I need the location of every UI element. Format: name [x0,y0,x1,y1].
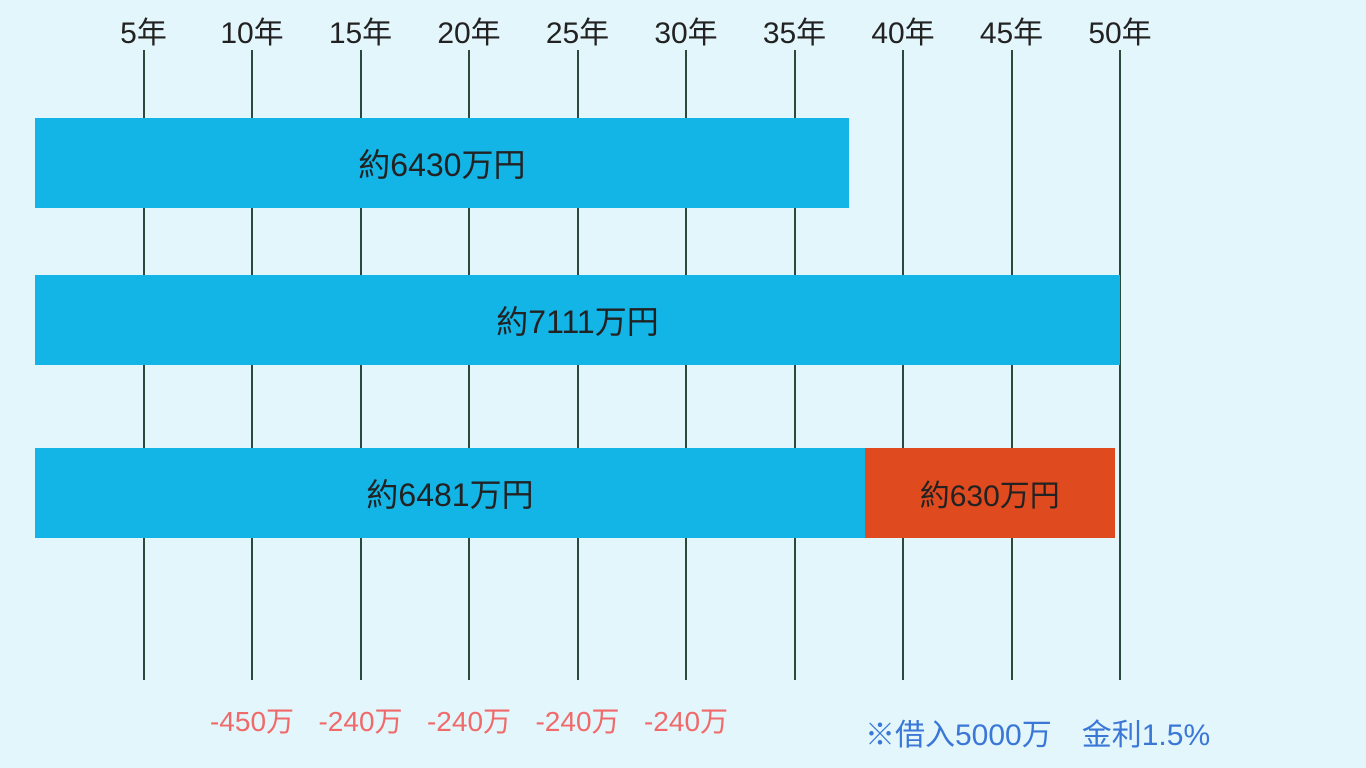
reduction-label: -240万 [644,700,728,740]
bar-label: 約7111万円 [496,297,658,343]
bar-segment: 約630万円 [865,448,1115,538]
bar-segment: 約7111万円 [35,275,1120,365]
x-axis-label: 10年 [220,8,283,52]
x-axis-label: 30年 [654,8,717,52]
reduction-label: -240万 [427,700,511,740]
bar-segment: 約6430万円 [35,118,849,208]
x-axis-label: 40年 [871,8,934,52]
x-axis-label: 20年 [437,8,500,52]
bar-row: 約6481万円 約630万円 [0,448,1366,538]
x-axis-label: 5年 [120,8,167,52]
x-axis-label: 25年 [546,8,609,52]
x-axis-label: 45年 [980,8,1043,52]
reduction-label: -240万 [535,700,619,740]
footnote-text: ※借入5000万 金利1.5% [865,719,1210,752]
bar-segment: 約6481万円 [35,448,865,538]
x-axis-label: 50年 [1088,8,1151,52]
bar-row: 約7111万円 [0,275,1366,365]
bar-label: 約6481万円 [366,470,533,516]
x-axis-label: 35年 [763,8,826,52]
reduction-label: -450万 [210,700,294,740]
loan-comparison-chart: 5年 10年 15年 20年 25年 30年 35年 40年 45年 50年 約6430万円約71… [0,0,1366,768]
bar-row: 約6430万円 [0,118,1366,208]
bar-label: 約6430万円 [358,140,525,186]
x-axis-labels: 5年 10年 15年 20年 25年 30年 35年 40年 45年 50年 [0,0,1366,50]
bar-label: 約630万円 [920,471,1060,515]
footnote: ※借入5000万 金利1.5% [865,710,1210,754]
reduction-label: -240万 [318,700,402,740]
x-axis-label: 15年 [329,8,392,52]
